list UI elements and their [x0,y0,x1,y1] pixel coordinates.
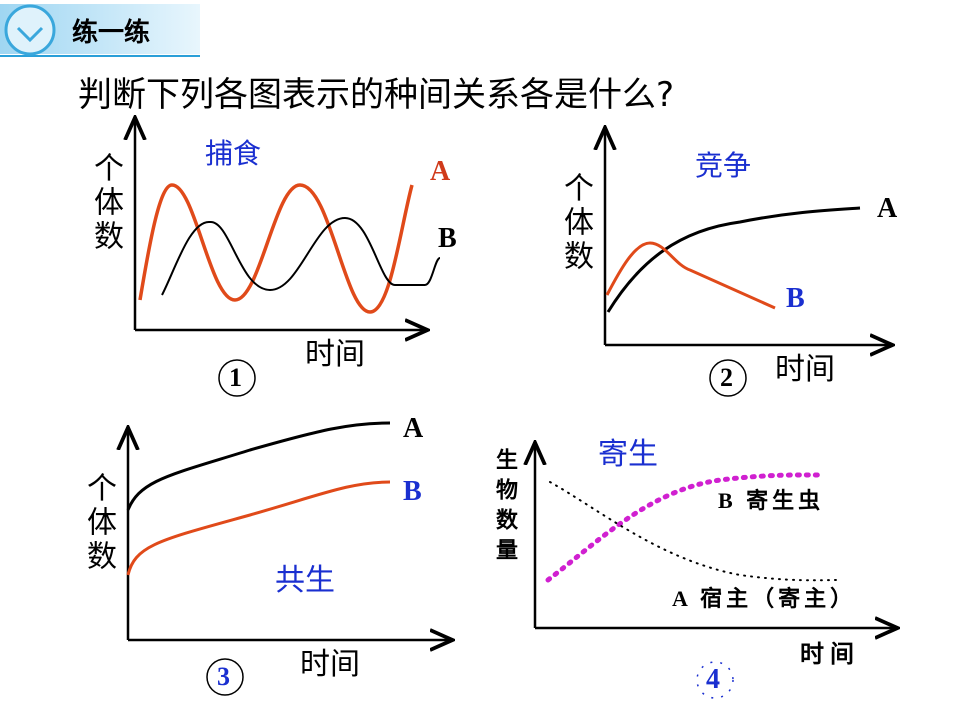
curve-a [138,183,414,314]
series-label: B [438,223,457,254]
curve-host [549,481,841,582]
axes [128,120,895,640]
y-label: 生物数量 [493,448,518,568]
curve-a [606,206,861,313]
panel-number: 1 [229,363,242,392]
panel-number: 2 [720,363,733,392]
series-label: A [877,193,898,224]
panel-number: 4 [706,664,720,695]
series-label: B [786,283,805,314]
series-label: A [403,413,424,444]
series-label: B 寄生虫 [718,488,825,513]
question: 判断下列各图表示的种间关系各是什么? [78,75,675,115]
y-label: 个体数 [558,172,593,274]
y-label: 个体数 [81,472,116,574]
x-label: 时间 [300,647,360,682]
header-title: 练一练 [72,18,151,47]
x-label: 时间 [305,337,365,372]
curve-b [161,216,441,296]
curve-b [126,480,391,576]
x-label: 时间 [775,352,835,387]
series-label: A 宿主（寄主） [672,586,857,611]
number-circles [206,359,747,699]
curve-a [126,421,391,511]
x-label: 时间 [800,642,860,668]
header-icon [4,4,56,56]
curve-parasite [545,472,823,583]
panel-number: 3 [217,662,230,691]
y-label: 个体数 [88,152,123,254]
relation: 捕食 [205,137,262,170]
relation: 共生 [275,563,335,598]
series-label: B [403,476,422,507]
relation: 寄生 [598,437,658,472]
relation: 竞争 [695,149,752,182]
series-label: A [430,156,451,187]
curve-b [605,241,776,310]
